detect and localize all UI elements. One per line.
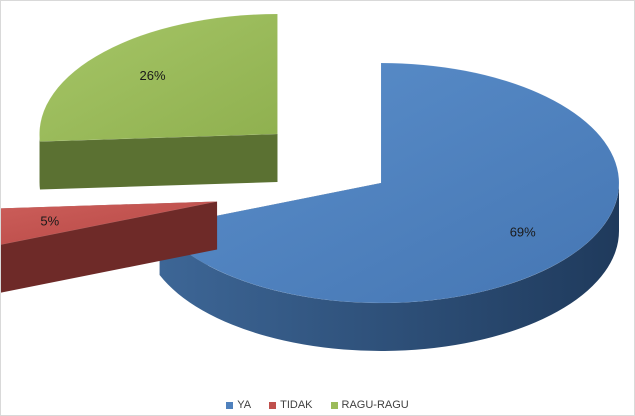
legend-swatch-ragu-ragu: [330, 401, 338, 409]
legend-swatch-tidak: [269, 401, 277, 409]
slice-ya-top: [159, 62, 620, 304]
data-label-ragu-ragu: 26%: [140, 68, 166, 83]
data-label-tidak: 5%: [40, 213, 59, 228]
legend-item-ragu-ragu: RAGU-RAGU: [330, 399, 409, 411]
legend-label-ya: YA: [237, 399, 252, 411]
legend: YA TIDAK RAGU-RAGU: [1, 399, 634, 411]
slice-ragu-ragu: [39, 13, 278, 190]
slice-tidak: [1, 201, 218, 293]
legend-label-tidak: TIDAK: [280, 399, 313, 411]
legend-swatch-ya: [226, 401, 234, 409]
slice-ragu-ragu-top: [39, 13, 278, 142]
data-label-ya: 69%: [510, 225, 536, 240]
legend-item-tidak: TIDAK: [269, 399, 313, 411]
legend-label-ragu-ragu: RAGU-RAGU: [341, 399, 409, 411]
slice-ya: [159, 62, 620, 351]
slice-ragu-ragu-side-start: [39, 133, 278, 190]
slice-ya-wall: [159, 183, 619, 351]
legend-item-ya: YA: [226, 399, 251, 411]
slice-tidak-top: [1, 201, 218, 245]
